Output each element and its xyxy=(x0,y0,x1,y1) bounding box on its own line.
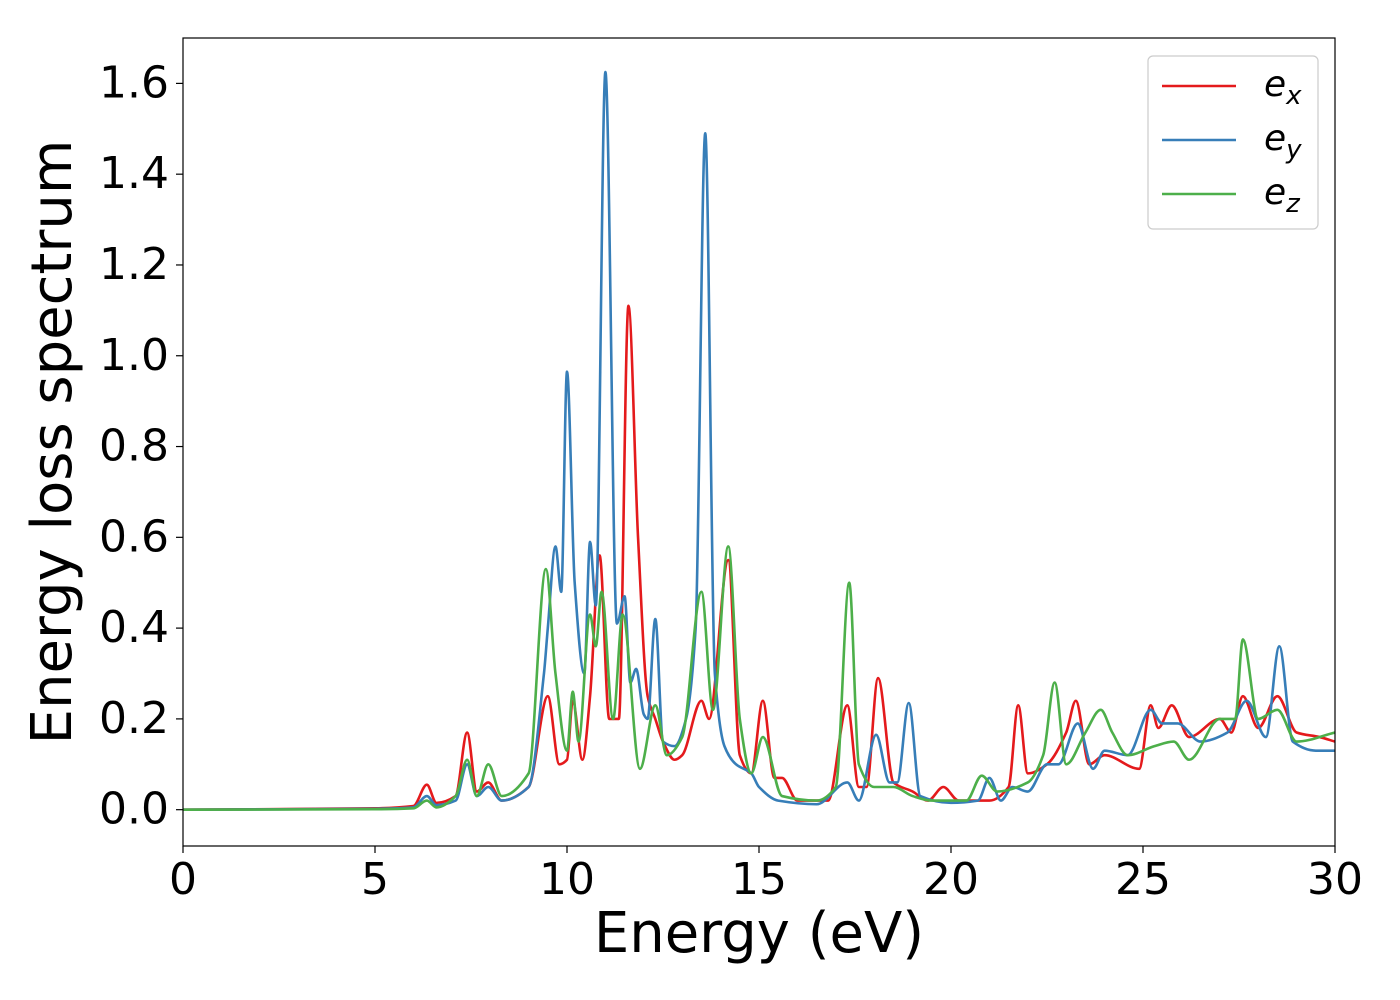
x-tick-label: 25 xyxy=(1115,854,1171,905)
y-tick-label: 1.0 xyxy=(99,330,169,381)
series-line xyxy=(183,545,1335,811)
plot-frame xyxy=(182,37,1336,847)
y-tick-label: 1.2 xyxy=(99,239,169,290)
legend-label: ey xyxy=(1264,118,1302,165)
x-tick-label: 5 xyxy=(361,854,389,905)
y-tick-label: 0.2 xyxy=(99,693,169,744)
legend-box xyxy=(1147,55,1319,230)
series-line xyxy=(183,70,1335,811)
x-tick-label: 0 xyxy=(169,854,197,905)
y-tick-label: 0.0 xyxy=(99,784,169,835)
y-tick-label: 0.4 xyxy=(99,602,169,653)
x-axis-label: Energy (eV) xyxy=(594,901,924,966)
legend-label: ez xyxy=(1264,172,1301,219)
y-tick-label: 1.6 xyxy=(99,57,169,108)
x-tick-label: 20 xyxy=(923,854,979,905)
legend-label: ex xyxy=(1264,64,1302,111)
x-tick-label: 10 xyxy=(539,854,595,905)
series-line xyxy=(183,304,1335,811)
y-tick-label: 1.4 xyxy=(99,148,169,199)
y-tick-label: 0.6 xyxy=(99,511,169,562)
x-tick-label: 30 xyxy=(1307,854,1363,905)
y-tick-label: 0.8 xyxy=(99,421,169,472)
x-tick-label: 15 xyxy=(731,854,787,905)
y-axis-label: Energy loss spectrum xyxy=(20,140,85,745)
